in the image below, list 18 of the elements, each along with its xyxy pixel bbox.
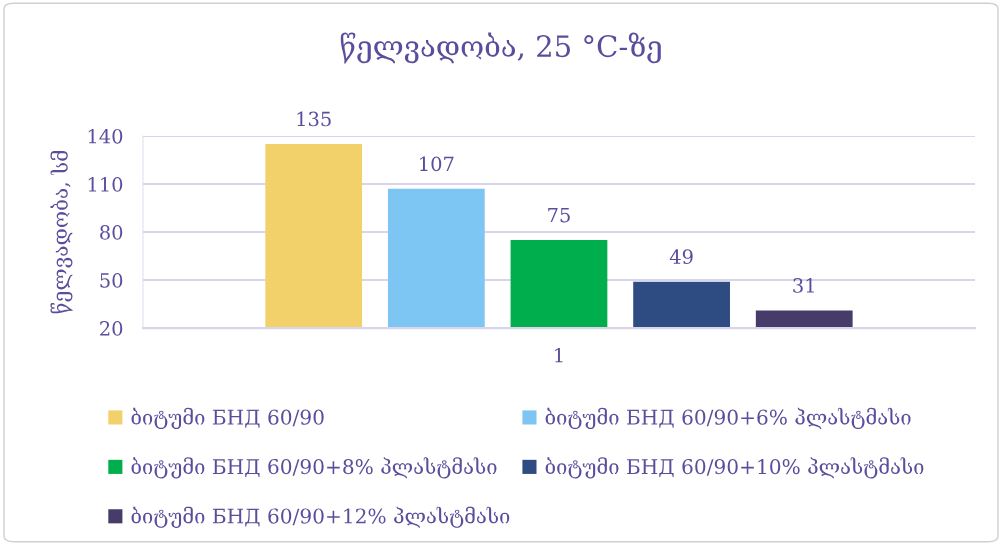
data-label: 75 [548,207,570,223]
data-label: 49 [669,249,693,265]
chart-title: წელვადობა, 25 °C-ზე [340,32,661,64]
legend-label: ბიტუმი БНД 60/90+10% პლასტმასი [545,457,924,479]
y-tick-label: 50 [100,273,123,288]
data-label: 107 [420,156,454,172]
legend-label: ბიტუმი БНД 60/90+12% პლასტმასი [131,506,510,528]
y-tick-label: 80 [100,224,123,240]
legend-label: ბიტუმი БНД 60/90+6% პლასტმასი [545,407,911,430]
y-tick-label: 110 [88,176,123,192]
data-label: 31 [793,278,814,293]
x-tick-label: 1 [555,347,563,363]
y-axis-title: წელვადობა, სმ [50,151,73,314]
legend-label: ბიტუმი БНД 60/90 [131,407,324,430]
y-tick-label: 20 [100,321,123,336]
y-tick-label: 140 [88,128,123,144]
legend-label: ბიტუმი БНД 60/90+8% პლასტმასი [131,457,497,479]
data-label: 135 [297,111,331,127]
